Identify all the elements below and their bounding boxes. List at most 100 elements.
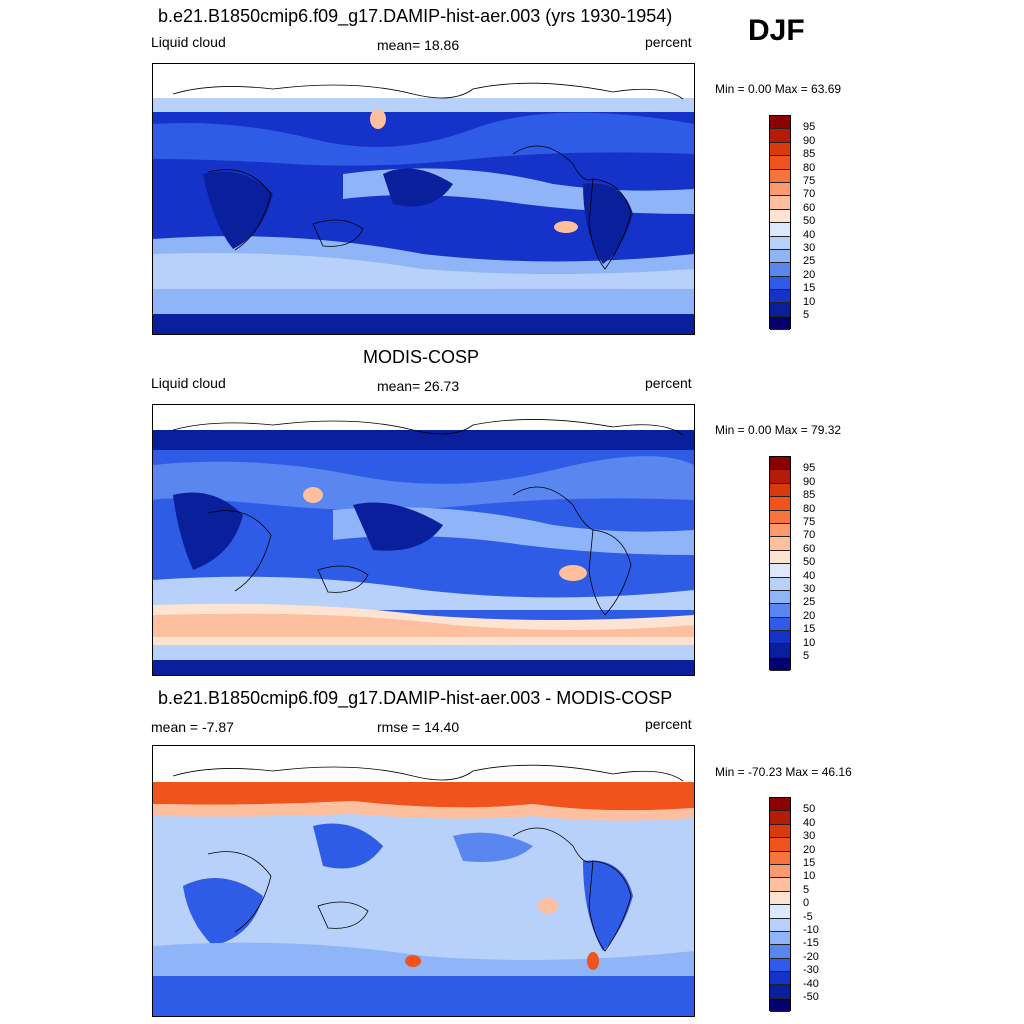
colorbar-swatch bbox=[770, 182, 790, 197]
colorbar-swatch bbox=[770, 811, 790, 825]
panel-title: b.e21.B1850cmip6.f09_g17.DAMIP-hist-aer.… bbox=[158, 688, 673, 708]
colorbar-swatch bbox=[770, 878, 790, 892]
colorbar-tick-label: -40 bbox=[803, 977, 819, 990]
colorbar-swatch bbox=[770, 838, 790, 852]
colorbar-swatch bbox=[770, 290, 790, 304]
colorbar-swatch bbox=[770, 590, 790, 605]
units-label: percent bbox=[645, 375, 692, 391]
colorbar-swatch bbox=[770, 523, 790, 538]
map-difference bbox=[152, 745, 695, 1017]
colorbar-tick-label: 75 bbox=[803, 175, 816, 187]
colorbar-tick-label: -10 bbox=[803, 924, 819, 936]
colorbar-tick-label: 80 bbox=[803, 161, 816, 174]
colorbar-swatch bbox=[770, 824, 790, 839]
colorbar-tick-label: 50 bbox=[803, 556, 816, 569]
colorbar-tick-label: -30 bbox=[803, 964, 819, 977]
colorbar-tick-label: 20 bbox=[803, 843, 816, 856]
colorbar-tick-label: 10 bbox=[803, 295, 816, 308]
colorbar-tick-label: -5 bbox=[803, 910, 813, 923]
mean-label: mean= 26.73 bbox=[377, 378, 460, 394]
colorbar-swatch bbox=[770, 604, 790, 618]
colorbar-tick-label: 95 bbox=[803, 462, 816, 475]
mean-label: mean= 18.86 bbox=[377, 37, 460, 53]
colorbar-tick-label: 85 bbox=[803, 148, 816, 161]
colorbar-swatch bbox=[770, 972, 790, 986]
colorbar-swatch bbox=[770, 316, 790, 331]
map-observation bbox=[152, 404, 695, 676]
colorbar-swatch bbox=[770, 931, 790, 946]
colorbar-tick-label: 20 bbox=[803, 609, 816, 622]
colorbar-swatch bbox=[770, 457, 790, 471]
colorbar-swatch bbox=[770, 196, 790, 210]
colorbar-tick-label: 90 bbox=[803, 134, 816, 147]
colorbar-swatch bbox=[770, 945, 790, 959]
colorbar-tick-label: -15 bbox=[803, 937, 819, 950]
mean-label: mean = -7.87 bbox=[151, 719, 234, 735]
colorbar bbox=[769, 456, 791, 672]
units-label: percent bbox=[645, 34, 692, 50]
colorbar-tick-label: 85 bbox=[803, 489, 816, 502]
colorbar-swatch bbox=[770, 249, 790, 264]
colorbar-tick-label: 15 bbox=[803, 857, 816, 869]
colorbar-tick-label: 60 bbox=[803, 542, 816, 555]
colorbar-swatch bbox=[770, 631, 790, 645]
colorbar-swatch bbox=[770, 798, 790, 812]
colorbar-swatch bbox=[770, 550, 790, 565]
colorbar-swatch bbox=[770, 263, 790, 277]
colorbar-swatch bbox=[770, 537, 790, 551]
colorbar-tick-label: -20 bbox=[803, 950, 819, 963]
colorbar-tick-label: 40 bbox=[803, 816, 816, 829]
colorbar-swatch bbox=[770, 116, 790, 130]
colorbar-tick-label: 5 bbox=[803, 883, 810, 896]
colorbar-swatch bbox=[770, 497, 790, 511]
colorbar-swatch bbox=[770, 644, 790, 658]
colorbar-tick-label: 60 bbox=[803, 201, 816, 214]
colorbar-swatch bbox=[770, 223, 790, 237]
colorbar-tick-label: 25 bbox=[803, 596, 816, 609]
colorbar-tick-label: 10 bbox=[803, 870, 816, 883]
map-model bbox=[152, 63, 695, 335]
colorbar bbox=[769, 797, 791, 1013]
colorbar-tick-label: 40 bbox=[803, 228, 816, 241]
colorbar-tick-label: 50 bbox=[803, 803, 816, 816]
colorbar-swatch bbox=[770, 851, 790, 865]
colorbar-tick-label: 70 bbox=[803, 188, 816, 201]
colorbar-tick-label: 20 bbox=[803, 268, 816, 281]
colorbar-tick-label: 50 bbox=[803, 215, 816, 228]
colorbar-tick-label: 30 bbox=[803, 242, 816, 254]
colorbar-swatch bbox=[770, 142, 790, 157]
colorbar-swatch bbox=[770, 985, 790, 999]
colorbar-swatch bbox=[770, 236, 790, 250]
colorbar-tick-label: 5 bbox=[803, 309, 810, 321]
colorbar-swatch bbox=[770, 129, 790, 143]
season-label: DJF bbox=[748, 14, 805, 47]
panel-title: MODIS-COSP bbox=[363, 347, 480, 367]
colorbar-swatch bbox=[770, 510, 790, 524]
colorbar-tick-label: 95 bbox=[803, 121, 816, 134]
colorbar-tick-label: 40 bbox=[803, 569, 816, 582]
variable-label: Liquid cloud bbox=[151, 375, 226, 391]
panel-title: b.e21.B1850cmip6.f09_g17.DAMIP-hist-aer.… bbox=[158, 6, 673, 26]
colorbar-swatch bbox=[770, 958, 790, 973]
colorbar-swatch bbox=[770, 918, 790, 932]
colorbar-swatch bbox=[770, 864, 790, 879]
colorbar-swatch bbox=[770, 483, 790, 498]
units-label: percent bbox=[645, 716, 692, 732]
colorbar-swatch bbox=[770, 470, 790, 484]
colorbar-swatch bbox=[770, 577, 790, 591]
minmax-label: Min = -70.23 Max = 46.16 bbox=[715, 765, 852, 779]
colorbar-tick-label: 5 bbox=[803, 650, 810, 662]
colorbar-tick-label: -50 bbox=[803, 991, 819, 1003]
colorbar-swatch bbox=[770, 303, 790, 317]
colorbar-tick-label: 0 bbox=[803, 897, 810, 910]
colorbar-tick-label: 10 bbox=[803, 636, 816, 649]
colorbar-swatch bbox=[770, 905, 790, 919]
colorbar-tick-label: 70 bbox=[803, 529, 816, 542]
colorbar bbox=[769, 115, 791, 331]
colorbar-swatch bbox=[770, 998, 790, 1013]
colorbar-tick-label: 30 bbox=[803, 830, 816, 843]
colorbar-swatch bbox=[770, 617, 790, 632]
colorbar-swatch bbox=[770, 209, 790, 224]
colorbar-tick-label: 25 bbox=[803, 255, 816, 268]
colorbar-swatch bbox=[770, 891, 790, 906]
